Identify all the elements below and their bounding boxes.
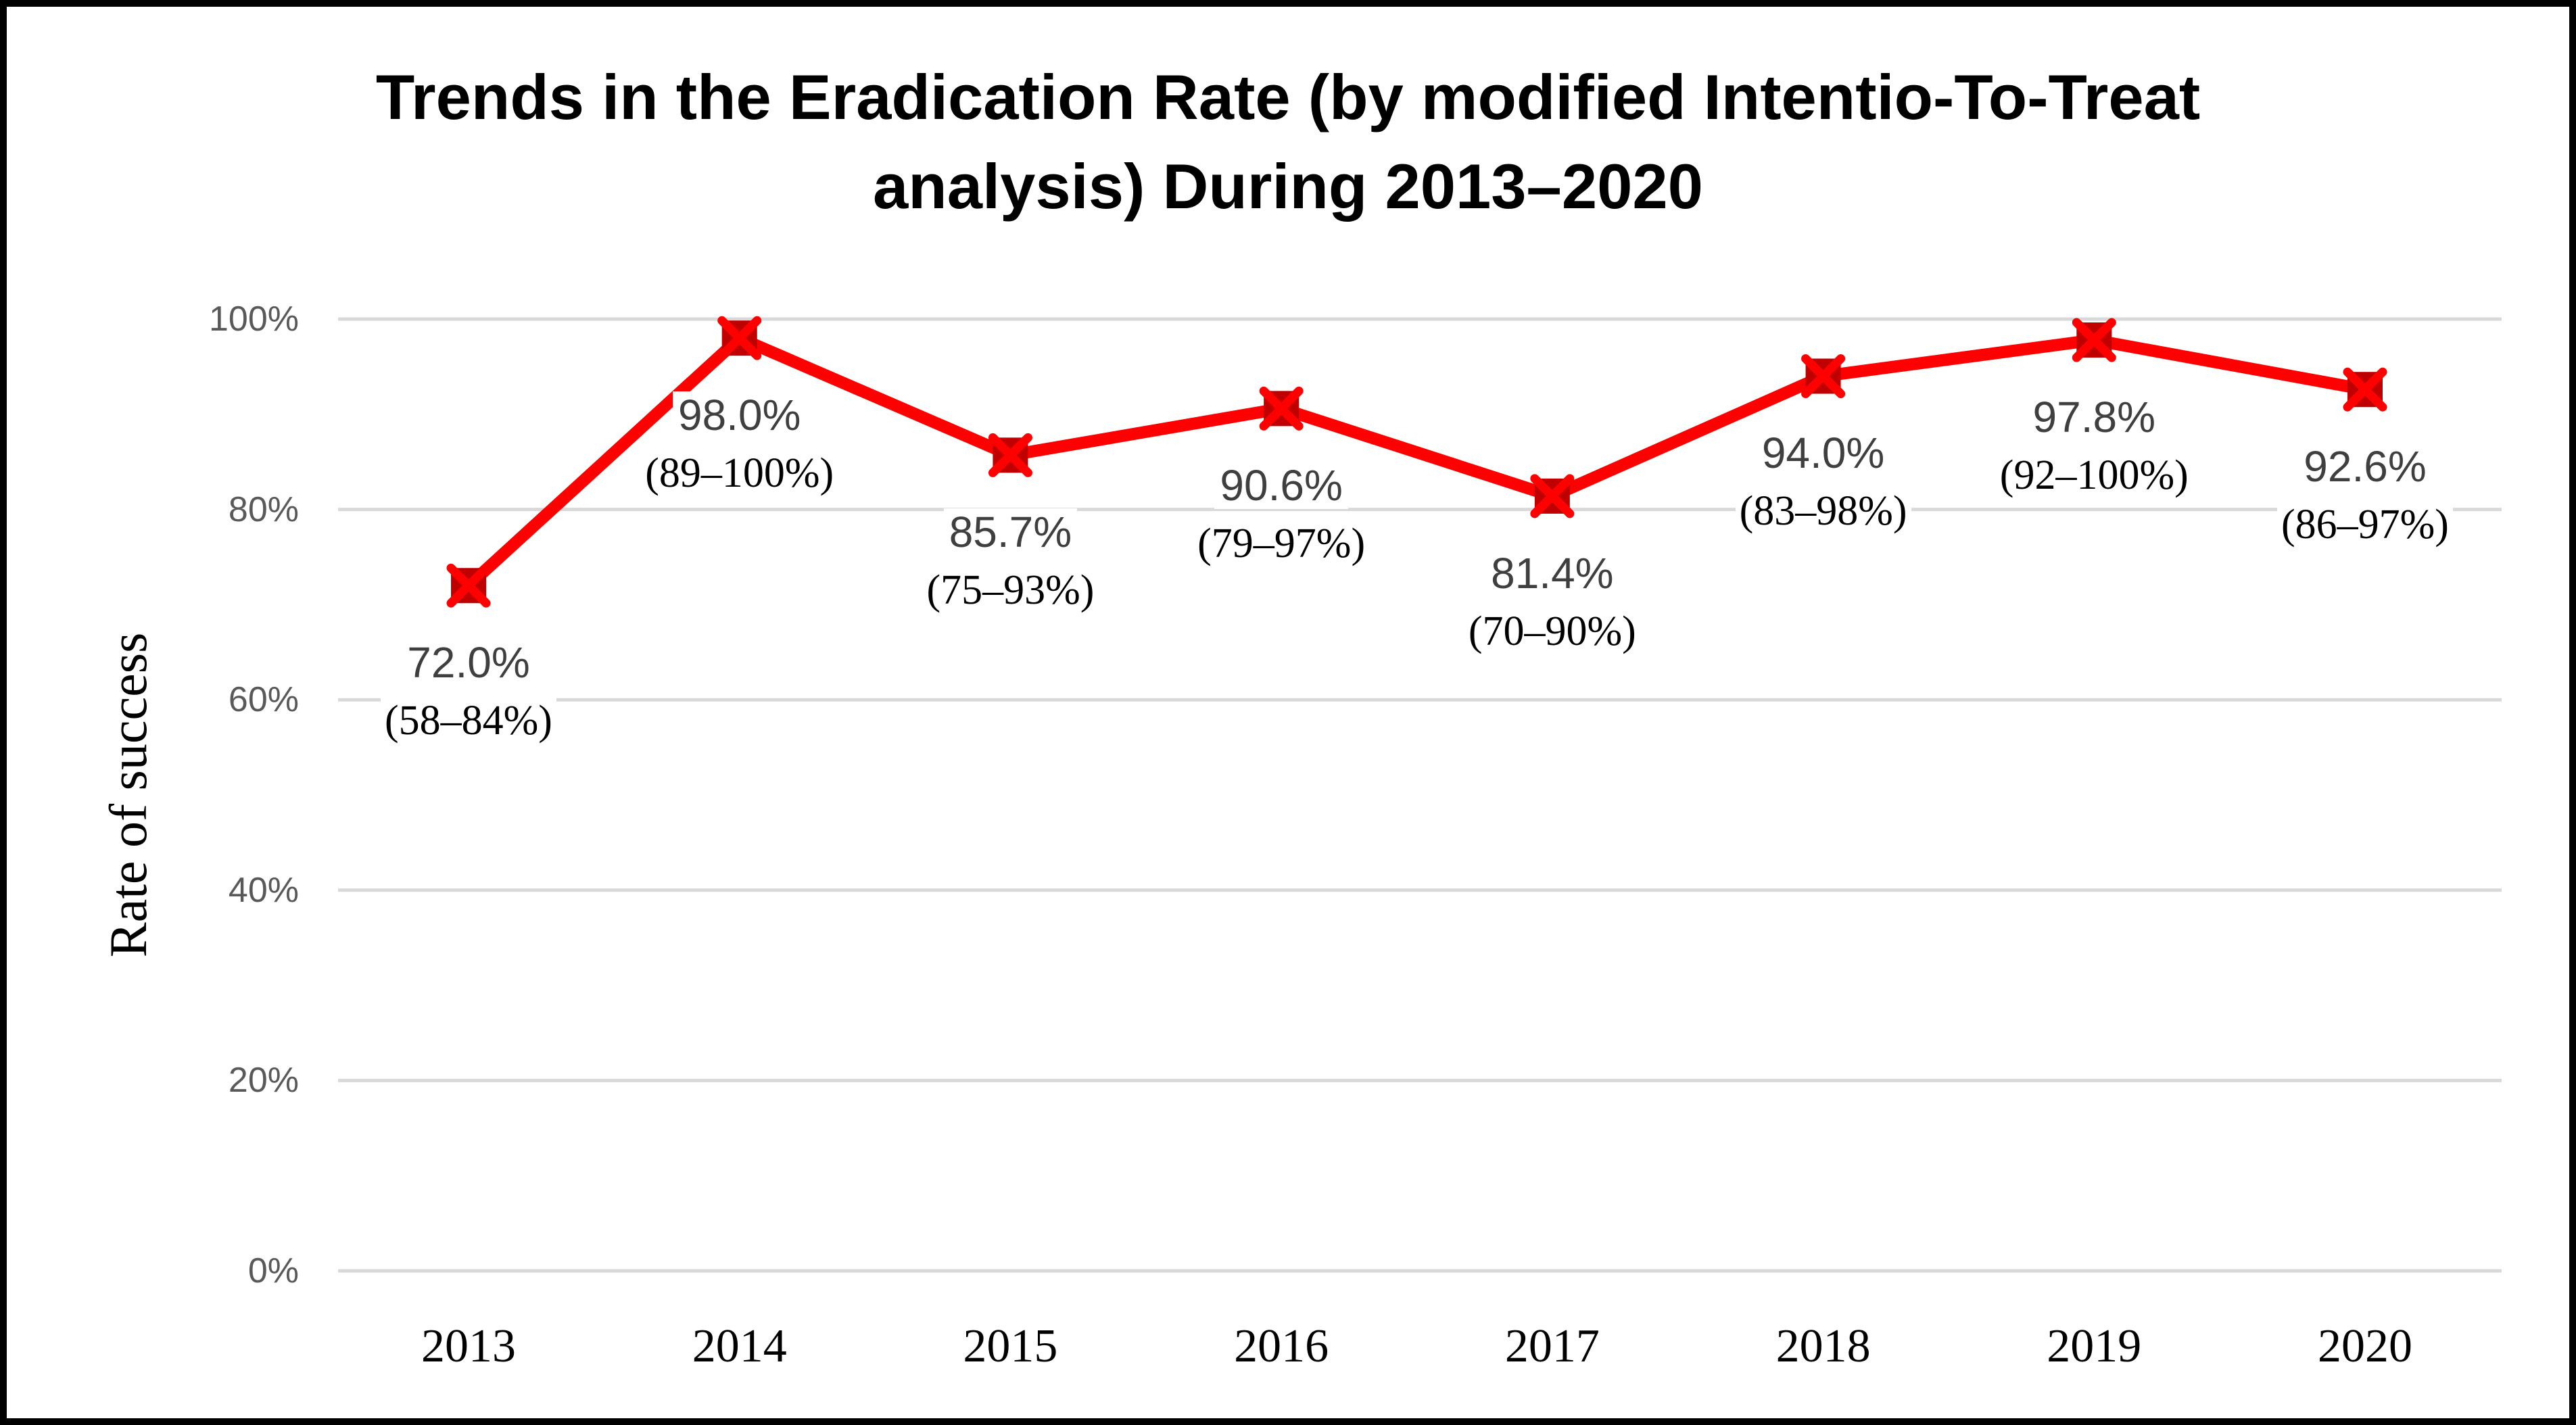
data-label-ci: (92–100%): [1891, 452, 2297, 498]
x-tick-label-2015: 2015: [963, 1320, 1058, 1372]
data-label-value: 92.6%: [2162, 443, 2568, 491]
data-label-value: 85.7%: [807, 508, 1213, 556]
y-tick-label-40%: 40%: [228, 870, 299, 910]
data-label-ci: (70–90%): [1350, 608, 1755, 654]
y-axis-title: Rate of success: [99, 632, 158, 958]
y-tick-label-80%: 80%: [228, 489, 299, 529]
data-label-2013: 72.0% (58–84%): [266, 639, 671, 744]
marker-2018: [1801, 354, 1846, 398]
chart-title-line2: analysis) During 2013–2020: [873, 151, 1703, 222]
chart-title: Trends in the Eradication Rate (by modif…: [0, 53, 2576, 231]
y-tick-label-0%: 0%: [247, 1251, 299, 1290]
series-polyline: [464, 331, 2366, 590]
data-label-2015: 85.7% (75–93%): [807, 508, 1213, 614]
marker-2015: [988, 433, 1032, 477]
x-tick-label-2017: 2017: [1504, 1320, 1600, 1372]
x-tick-label-2018: 2018: [1775, 1320, 1871, 1372]
data-label-2019: 97.8% (92–100%): [1891, 393, 2297, 498]
data-label-value: 98.0%: [537, 391, 943, 439]
marker-2014: [717, 316, 762, 360]
data-label-value: 97.8%: [1891, 393, 2297, 441]
data-label-2014: 98.0% (89–100%): [537, 391, 943, 497]
y-tick-label-20%: 20%: [228, 1061, 299, 1101]
x-tick-label-2014: 2014: [692, 1320, 787, 1372]
x-tick-label-2020: 2020: [2317, 1320, 2412, 1372]
data-label-2016: 90.6% (79–97%): [1078, 462, 1484, 567]
x-tick-label-2019: 2019: [2047, 1320, 2142, 1372]
series-markers: [446, 316, 2387, 608]
data-label-value: 94.0%: [1621, 429, 2026, 477]
data-label-ci: (83–98%): [1621, 488, 2026, 535]
x-tick-label-2013: 2013: [421, 1320, 516, 1372]
marker-2016: [1259, 386, 1304, 431]
chart-title-line1: Trends in the Eradication Rate (by modif…: [375, 62, 2201, 132]
data-label-ci: (89–100%): [537, 450, 943, 497]
marker-2013: [446, 563, 491, 608]
data-label-ci: (79–97%): [1078, 521, 1484, 567]
data-label-value: 90.6%: [1078, 462, 1484, 510]
series-line: [464, 331, 2366, 590]
data-label-2018: 94.0% (83–98%): [1621, 429, 2026, 535]
y-tick-label-60%: 60%: [228, 680, 299, 720]
data-label-ci: (86–97%): [2162, 502, 2568, 548]
data-label-value: 81.4%: [1350, 549, 1755, 597]
y-tick-label-100%: 100%: [209, 299, 299, 339]
marker-2020: [2343, 367, 2387, 412]
data-label-2017: 81.4% (70–90%): [1350, 549, 1755, 654]
marker-2019: [2072, 318, 2116, 362]
data-label-ci: (75–93%): [807, 567, 1213, 614]
data-label-2020: 92.6% (86–97%): [2162, 443, 2568, 548]
x-tick-label-2016: 2016: [1234, 1320, 1329, 1372]
data-label-ci: (58–84%): [266, 698, 671, 744]
gridlines: [338, 317, 2502, 1273]
marker-2017: [1530, 474, 1575, 518]
data-label-value: 72.0%: [266, 639, 671, 687]
